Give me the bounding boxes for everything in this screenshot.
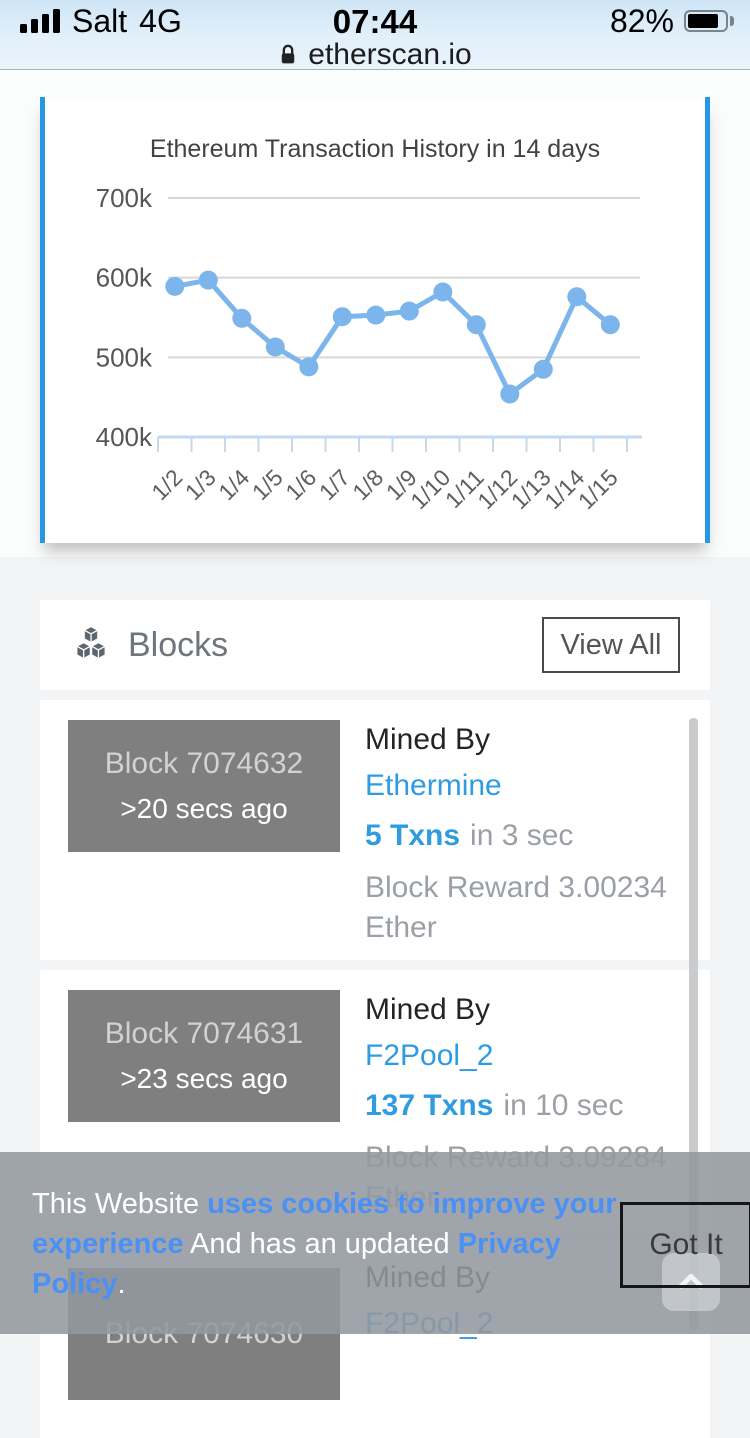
address-bar[interactable]: etherscan.io [0,38,750,71]
chevron-up-icon [678,1273,704,1289]
view-all-button[interactable]: View All [542,617,680,673]
cookie-text: This Website uses cookies to improve you… [32,1184,618,1304]
txns-link[interactable]: 137 Txns [365,1089,494,1122]
cookie-text-segment: And has an updated [183,1228,458,1260]
url-text: etherscan.io [308,38,472,71]
line-chart: 700k600k500k400k1/21/31/41/51/61/71/81/9… [96,183,642,514]
svg-text:400k: 400k [96,422,153,452]
block-number: Block 7074632 [104,747,304,780]
battery-fill [688,14,718,28]
svg-text:600k: 600k [96,263,153,293]
mined-by-label: Mined By [365,993,491,1026]
battery-icon [684,10,734,32]
carrier-label: Salt [72,2,128,39]
block-reward: Block Reward 3.00234 Ether [365,871,667,944]
cubes-icon [76,625,106,660]
transaction-history-chart-card: Ethereum Transaction History in 14 days … [40,97,710,543]
card-accent-left [40,97,45,543]
got-it-button[interactable]: Got It [620,1202,750,1288]
status-time: 07:44 [332,3,418,40]
browser-chrome: Salt 4G 07:44 82% etherscan.io [0,0,750,71]
signal-strength-icon [20,9,60,33]
txns-link[interactable]: 5 Txns [365,819,461,852]
blocks-section-title: Blocks [128,625,229,664]
block-age: >23 secs ago [120,1063,288,1094]
mined-by-label: Mined By [365,723,491,756]
cookie-text-segment: . [117,1268,126,1300]
status-bar: Salt 4G 07:44 82% [0,2,750,40]
block-link-chip[interactable]: Block 7074632 >20 secs ago [68,720,340,852]
block-link-chip[interactable]: Block 7074631 >23 secs ago [68,990,340,1122]
network-type-label: 4G [139,2,182,39]
chart-title: Ethereum Transaction History in 14 days [149,135,601,163]
block-age: >20 secs ago [120,793,288,824]
svg-text:1/15: 1/15 [573,464,623,514]
cookie-consent-banner: This Website uses cookies to improve you… [0,1152,750,1334]
card-accent-right [705,97,710,543]
cookie-link[interactable]: Privacy Policy [32,1228,561,1300]
battery-percent-label: 82% [609,2,674,39]
blocks-list-scrollbar[interactable] [689,718,698,1330]
txns-duration: in 3 sec [470,819,574,852]
miner-link[interactable]: Ethermine [365,769,502,802]
scroll-to-top-button[interactable] [662,1253,720,1311]
blocks-section-header: Blocks View All [40,600,710,690]
miner-link[interactable]: F2Pool_2 [365,1039,494,1072]
lock-icon [282,44,295,64]
cookie-link[interactable]: uses cookies to improve your experience [32,1188,617,1260]
svg-text:700k: 700k [96,183,153,213]
block-number: Block 7074631 [104,1017,304,1050]
cookie-text-segment: This Website [32,1188,208,1220]
svg-text:500k: 500k [96,342,153,372]
block-row: Block 7074632 >20 secs ago Mined By Ethe… [40,700,710,960]
txns-duration: in 10 sec [503,1089,624,1122]
